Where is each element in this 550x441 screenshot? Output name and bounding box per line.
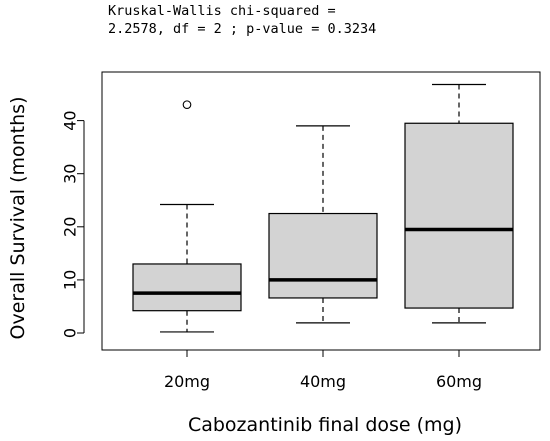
box-iqr: [268, 212, 378, 299]
box-40mg: [268, 125, 378, 324]
y-axis-title: Overall Survival (months): [7, 97, 29, 340]
y-tick-label: 10: [61, 270, 80, 290]
y-axis: 0 10 20 30 40: [61, 110, 85, 338]
y-tick-label: 0: [61, 328, 80, 338]
outlier-point: [182, 100, 192, 110]
test-annotation-line-2: 2.2578, df = 2 ; p-value = 0.3234: [108, 21, 377, 37]
x-axis: 20mg 40mg 60mg: [164, 349, 482, 391]
test-annotation: Kruskal-Wallis chi-squared = 2.2578, df …: [108, 2, 376, 38]
box-iqr: [132, 263, 242, 312]
box-60mg: [404, 83, 514, 324]
x-tick-label: 40mg: [300, 372, 346, 391]
y-tick-label: 30: [61, 164, 80, 184]
x-tick-label: 60mg: [436, 372, 482, 391]
box-20mg: [132, 100, 242, 333]
y-tick-label: 40: [61, 110, 80, 130]
test-annotation-line-1: Kruskal-Wallis chi-squared =: [108, 3, 336, 19]
x-axis-title: Cabozantinib final dose (mg): [188, 414, 462, 436]
boxes-layer: [132, 83, 514, 333]
x-tick-label: 20mg: [164, 372, 210, 391]
y-tick-label: 20: [61, 217, 80, 237]
box-iqr: [404, 122, 514, 309]
